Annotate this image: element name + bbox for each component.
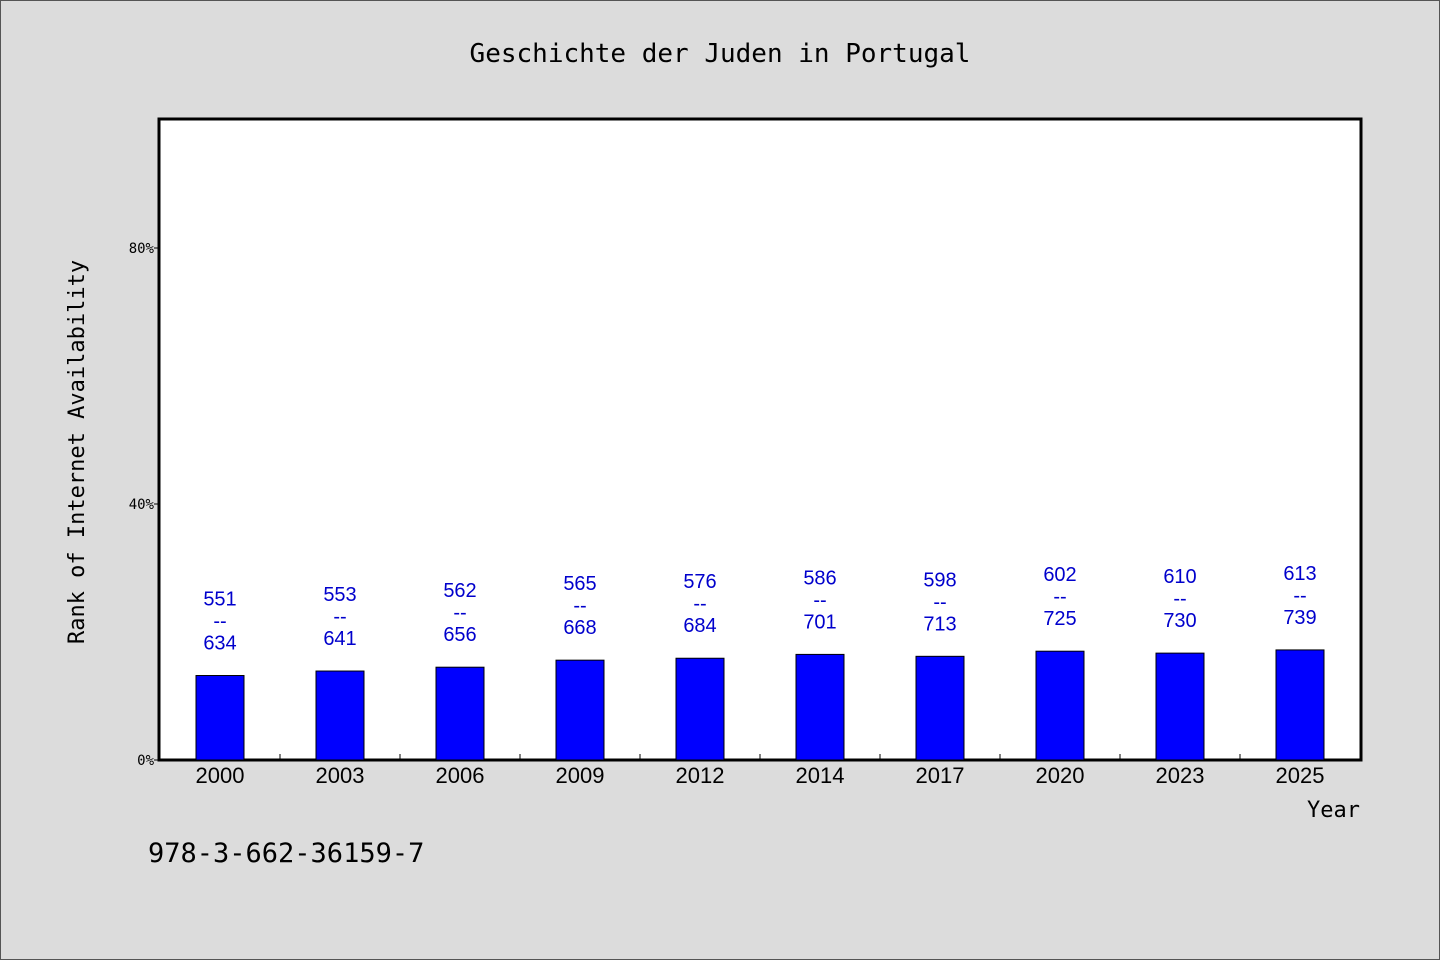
y-axis: 0% 40% 80% <box>129 241 160 769</box>
bar-data-label: 656 <box>443 624 476 646</box>
x-tick-label: 2014 <box>796 763 845 788</box>
bar-data-label: 598 <box>923 569 956 591</box>
bar <box>315 670 365 761</box>
bar-data-label: 610 <box>1163 566 1196 588</box>
y-axis-title: Rank of Internet Availability <box>65 260 90 644</box>
chart-title: Geschichte der Juden in Portugal <box>470 39 971 69</box>
bar-data-label: -- <box>1173 588 1186 610</box>
bar-data-label: 613 <box>1283 563 1316 585</box>
x-tick-label: 2012 <box>676 763 725 788</box>
bar-data-label: 553 <box>323 584 356 606</box>
bar-data-label: -- <box>573 595 586 617</box>
bar <box>435 666 485 761</box>
bar <box>1275 649 1325 761</box>
bar-data-label: -- <box>1053 586 1066 608</box>
bar-data-label: 730 <box>1163 610 1196 632</box>
x-tick-label: 2009 <box>556 763 605 788</box>
bar-data-label: -- <box>933 591 946 613</box>
bar-data-label: 576 <box>683 571 716 593</box>
bar <box>1155 652 1205 761</box>
x-tick-label: 2000 <box>196 763 245 788</box>
x-tick-label: 2020 <box>1036 763 1085 788</box>
y-tick-label: 40% <box>129 497 155 513</box>
bar-data-label: -- <box>333 606 346 628</box>
x-axis: 2000 2003 2006 2009 2012 2014 2017 2020 2023 2025 <box>196 754 1325 788</box>
bar-data-label: -- <box>813 589 826 611</box>
y-tick-label: 0% <box>137 753 154 769</box>
bar-data-label: 565 <box>563 573 596 595</box>
bar <box>195 675 245 761</box>
bars-group <box>195 649 1325 761</box>
bar-data-label: -- <box>213 611 226 633</box>
bar-labels-group: 551--634553--641562--656565--668576--684… <box>203 563 1316 655</box>
bar-data-label: 668 <box>563 617 596 639</box>
x-tick-label: 2003 <box>316 763 365 788</box>
bar-data-label: -- <box>693 593 706 615</box>
isbn-footer: 978-3-662-36159-7 <box>148 838 424 869</box>
x-tick-label: 2017 <box>916 763 965 788</box>
y-tick-label: 80% <box>129 241 155 257</box>
bar-data-label: 701 <box>803 611 836 633</box>
bar-data-label: 684 <box>683 615 716 637</box>
bar-data-label: 562 <box>443 580 476 602</box>
x-tick-label: 2006 <box>436 763 485 788</box>
x-tick-label: 2025 <box>1276 763 1325 788</box>
bar-data-label: -- <box>1293 585 1306 607</box>
bar-data-label: 551 <box>203 589 236 611</box>
bar <box>1035 650 1085 761</box>
x-tick-label: 2023 <box>1156 763 1205 788</box>
bar <box>555 659 605 761</box>
bar-data-label: 586 <box>803 567 836 589</box>
bar-data-label: 725 <box>1043 608 1076 630</box>
bar-data-label: 713 <box>923 613 956 635</box>
bar-data-label: -- <box>453 602 466 624</box>
bar-data-label: 634 <box>203 633 236 655</box>
bar-data-label: 739 <box>1283 607 1316 629</box>
bar-data-label: 602 <box>1043 564 1076 586</box>
bar-data-label: 641 <box>323 628 356 650</box>
bar <box>915 655 965 761</box>
x-axis-title: Year <box>1307 798 1360 823</box>
bar <box>795 653 845 761</box>
bar <box>675 657 725 761</box>
